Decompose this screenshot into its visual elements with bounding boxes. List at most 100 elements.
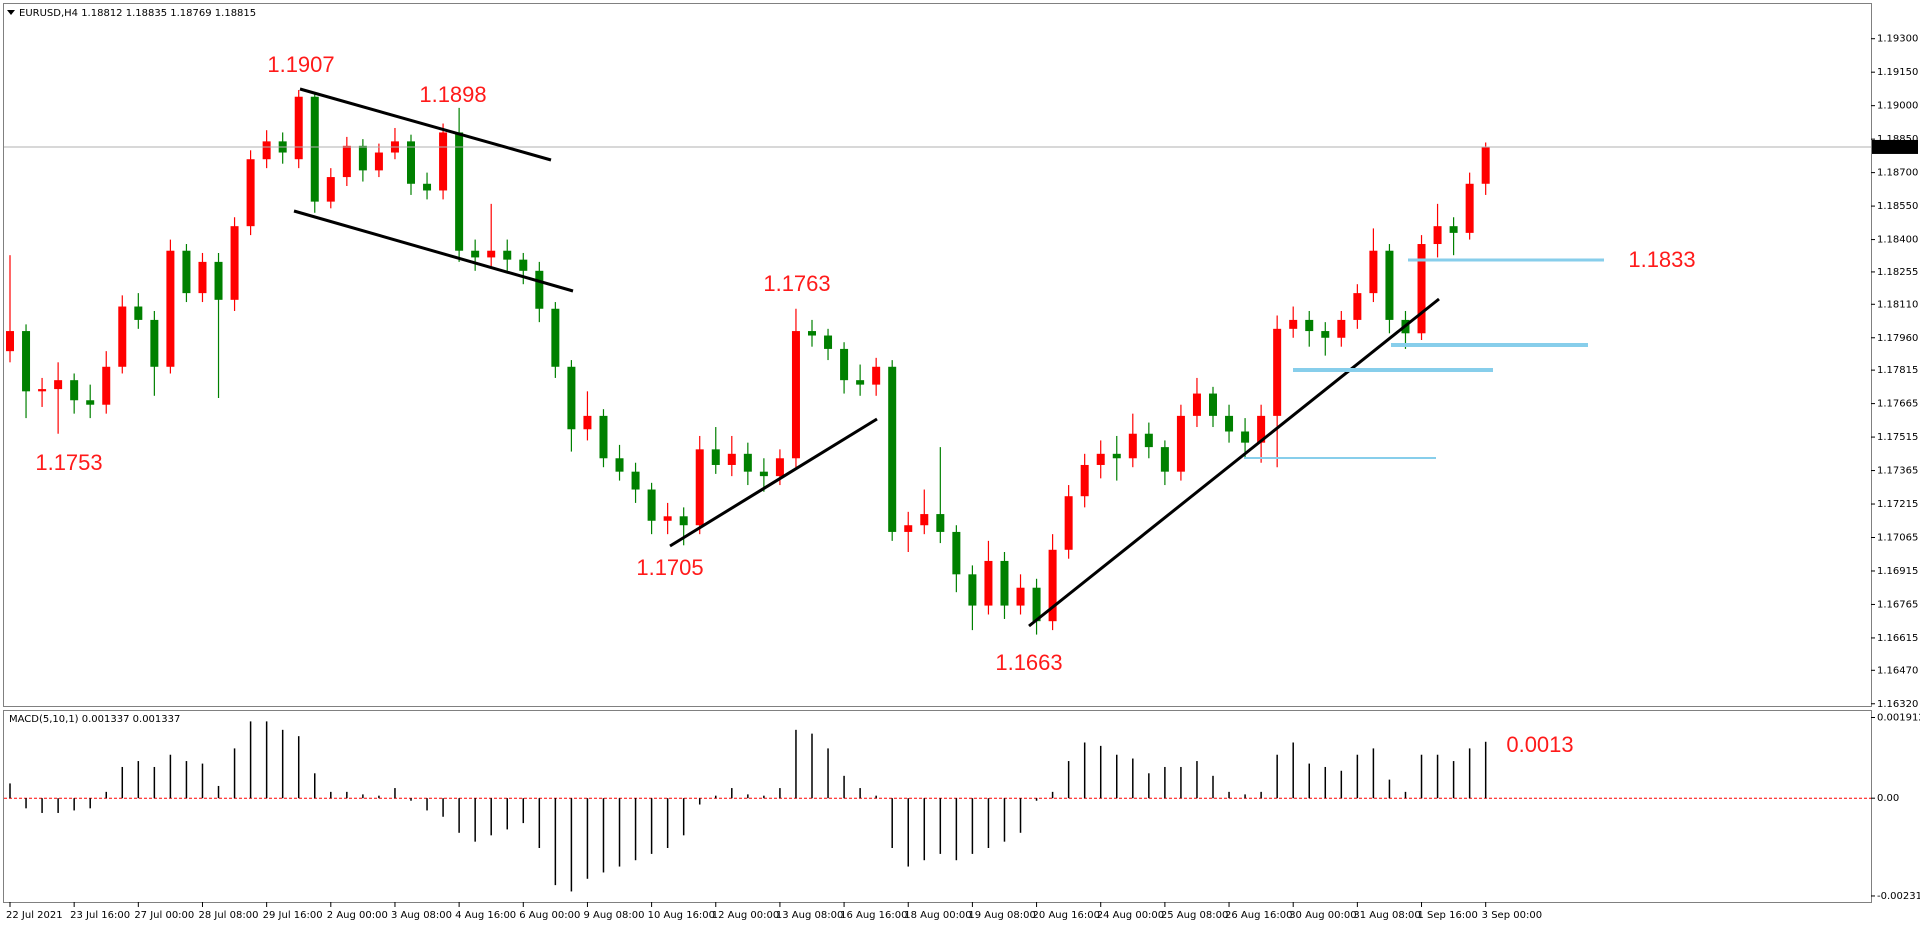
candle-body	[1064, 496, 1073, 550]
drawings	[293, 87, 1604, 628]
x-tick-label: 20 Aug 16:00	[1033, 910, 1100, 921]
y-tick-label: 1.18255	[1877, 267, 1918, 278]
candle-body	[358, 145, 367, 171]
candle-body	[519, 259, 528, 271]
x-tick-label: 6 Aug 00:00	[519, 910, 580, 921]
candle-body	[230, 226, 239, 300]
macd-title: MACD(5,10,1) 0.001337 0.001337	[9, 714, 180, 725]
price-annotation: 1.1753	[35, 450, 102, 475]
candle-body	[503, 250, 512, 260]
candle-body	[423, 183, 432, 191]
y-tick-label: 1.17065	[1877, 533, 1918, 544]
y-tick-label: 1.17365	[1877, 466, 1918, 477]
price-annotation: 1.1663	[995, 650, 1062, 675]
x-tick-label: 24 Aug 00:00	[1097, 910, 1164, 921]
y-tick-label: 1.19300	[1877, 34, 1918, 45]
x-tick-label: 13 Aug 08:00	[776, 910, 843, 921]
candle-body	[824, 335, 833, 349]
price-annotation: 1.1907	[267, 52, 334, 77]
candle-body	[984, 560, 993, 606]
x-tick-label: 4 Aug 16:00	[455, 910, 516, 921]
candle-body	[1305, 319, 1314, 332]
candle-body	[374, 152, 383, 171]
candle-body	[1080, 464, 1089, 497]
macd-panel	[3, 710, 1872, 903]
candle-body	[70, 380, 79, 401]
chart-header: EURUSD,H4 1.18812 1.18835 1.18769 1.1881…	[19, 8, 256, 19]
labels: 1.19300 1.19150 1.19000 1.18850 1.18700 1.185…	[6, 34, 1920, 921]
price-annotation: 1.1763	[763, 271, 830, 296]
x-tick-label: 12 Aug 00:00	[712, 910, 779, 921]
y-tick-label: 1.19150	[1877, 67, 1918, 78]
candle-body	[326, 177, 335, 202]
candle-body	[1000, 560, 1009, 606]
candle-body	[743, 453, 752, 472]
x-tick-label: 22 Jul 2021	[6, 910, 63, 921]
macd-annotation: 0.0013	[1506, 732, 1573, 757]
candle-body	[679, 516, 688, 526]
y-tick-label: 1.18700	[1877, 168, 1918, 179]
price-annotation: 1.1898	[419, 82, 486, 107]
x-tick-label: 3 Aug 08:00	[391, 910, 452, 921]
y-tick-label: 1.16915	[1877, 566, 1918, 577]
candle-body	[1032, 587, 1041, 622]
x-tick-label: 2 Aug 00:00	[327, 910, 388, 921]
candle-body	[615, 458, 624, 472]
candle-body	[1273, 328, 1282, 416]
candle-body	[1481, 146, 1490, 184]
candle-body	[38, 389, 47, 392]
x-tick-label: 18 Aug 00:00	[904, 910, 971, 921]
candle-body	[904, 525, 913, 532]
candle-body	[1449, 226, 1458, 233]
candle-body	[1096, 453, 1105, 465]
candle-body	[1144, 433, 1153, 448]
candle-body	[439, 132, 448, 191]
candle-body	[1385, 250, 1394, 320]
y-tick-label: 1.16765	[1877, 599, 1918, 610]
candle-body	[775, 458, 784, 477]
candle-body	[1112, 453, 1121, 459]
x-tick-label: 29 Jul 16:00	[263, 910, 323, 921]
candle-body	[1160, 447, 1169, 472]
candle-body	[711, 449, 720, 465]
trend-line	[299, 87, 552, 162]
y-tick-label: 0.001912	[1877, 713, 1920, 724]
plot-area	[4, 90, 1871, 892]
y-tick-label: 1.18400	[1877, 235, 1918, 246]
candle-body	[583, 415, 592, 430]
candle-body	[294, 96, 303, 160]
candle-body	[182, 250, 191, 294]
y-tick-label: 1.17815	[1877, 365, 1918, 376]
x-tick-label: 23 Jul 16:00	[70, 910, 130, 921]
y-tick-label: 0.00	[1877, 793, 1899, 804]
candle-body	[920, 514, 929, 526]
candle-body	[1321, 331, 1330, 338]
trend-line	[293, 209, 574, 293]
candle-body	[134, 306, 143, 320]
candle-body	[150, 319, 159, 367]
x-tick-label: 19 Aug 08:00	[968, 910, 1035, 921]
candle-body	[727, 453, 736, 465]
candle-body	[54, 380, 63, 390]
y-tick-label: 1.17665	[1877, 399, 1918, 410]
candle-body	[695, 449, 704, 526]
candle-body	[1048, 549, 1057, 622]
candle-body	[310, 96, 319, 202]
candle-body	[22, 331, 31, 392]
candle-body	[1209, 393, 1217, 416]
candle-body	[1257, 415, 1266, 443]
candle-body	[872, 366, 881, 385]
x-tick-label: 25 Aug 08:00	[1161, 910, 1228, 921]
candle-body	[262, 141, 271, 160]
candle-body	[888, 366, 897, 532]
candle-body	[1465, 183, 1474, 233]
price-annotation: 1.1833	[1628, 247, 1695, 272]
x-tick-label: 28 Jul 08:00	[198, 910, 258, 921]
x-tick-label: 30 Aug 00:00	[1289, 910, 1356, 921]
candle-body	[246, 159, 255, 227]
y-tick-label: 1.16615	[1877, 633, 1918, 644]
candle-body	[1225, 415, 1234, 432]
